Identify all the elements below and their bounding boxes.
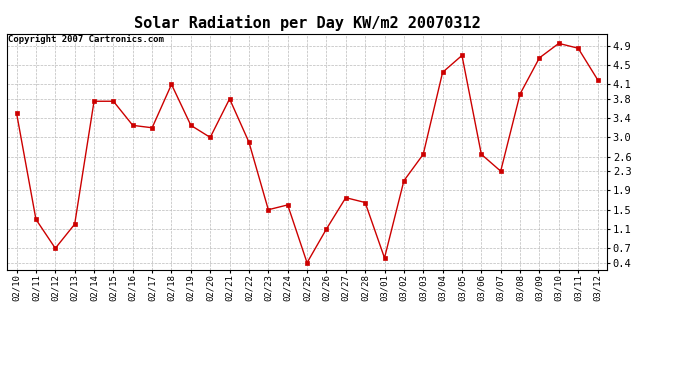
- Text: Copyright 2007 Cartronics.com: Copyright 2007 Cartronics.com: [8, 35, 164, 44]
- Title: Solar Radiation per Day KW/m2 20070312: Solar Radiation per Day KW/m2 20070312: [134, 15, 480, 31]
